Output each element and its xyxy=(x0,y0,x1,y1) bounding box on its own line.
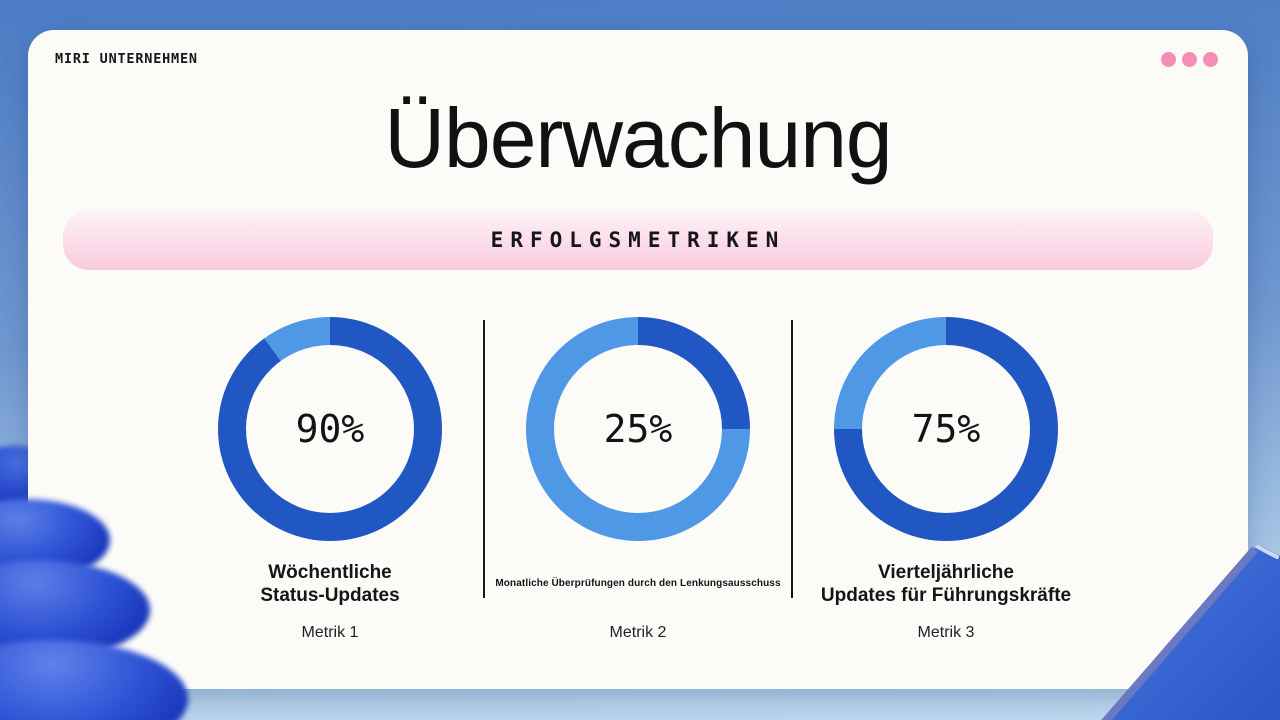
metric-caption-3: Metrik 3 xyxy=(917,624,975,641)
metric-column-1: 90% Wöchentliche Status-Updates Metrik 1 xyxy=(177,317,483,642)
metric-caption-2: Metrik 2 xyxy=(609,624,667,641)
metric-description-2: Monatliche Überprüfungen durch den Lenku… xyxy=(495,577,781,589)
metric-description-wrap: Monatliche Überprüfungen durch den Lenku… xyxy=(495,557,780,611)
donut-percent-1: 90% xyxy=(295,407,365,451)
pink-dot-icon xyxy=(1182,51,1197,67)
donut-hole-2: 25% xyxy=(554,345,722,513)
donut-chart-2: 25% xyxy=(526,317,750,541)
decor-dots xyxy=(1161,51,1218,67)
vertical-divider xyxy=(483,320,485,598)
metric-description-wrap: Wöchentliche Status-Updates xyxy=(260,557,399,611)
metrics-row: 90% Wöchentliche Status-Updates Metrik 1… xyxy=(28,317,1248,642)
pink-dot-icon xyxy=(1203,51,1218,67)
section-banner-label: ERFOLGSMETRIKEN xyxy=(490,228,786,252)
metric-description-3: Vierteljährliche Updates für Führungskrä… xyxy=(820,561,1072,606)
metric-column-2: 25% Monatliche Überprüfungen durch den L… xyxy=(485,317,791,642)
pink-dot-icon xyxy=(1161,51,1176,67)
page-title: Überwachung xyxy=(384,91,892,185)
decor-blue-slab xyxy=(1101,545,1280,720)
vertical-divider xyxy=(791,320,793,598)
section-banner: ERFOLGSMETRIKEN xyxy=(63,210,1213,270)
brand-name: MIRI UNTERNEHMEN xyxy=(55,51,198,67)
donut-hole-1: 90% xyxy=(246,345,414,513)
metric-column-3: 75% Vierteljährliche Updates für Führung… xyxy=(793,317,1099,642)
donut-chart-3: 75% xyxy=(834,317,1058,541)
donut-chart-1: 90% xyxy=(218,317,442,541)
metric-description-1: Wöchentliche Status-Updates xyxy=(260,561,400,606)
donut-percent-2: 25% xyxy=(603,407,673,451)
slide-card: MIRI UNTERNEHMEN Überwachung ERFOLGSMETR… xyxy=(28,30,1248,689)
donut-hole-3: 75% xyxy=(862,345,1030,513)
slide-topbar: MIRI UNTERNEHMEN xyxy=(28,30,1248,67)
metric-description-wrap: Vierteljährliche Updates für Führungskrä… xyxy=(821,557,1071,611)
metric-caption-1: Metrik 1 xyxy=(301,624,359,641)
donut-percent-3: 75% xyxy=(911,407,981,451)
